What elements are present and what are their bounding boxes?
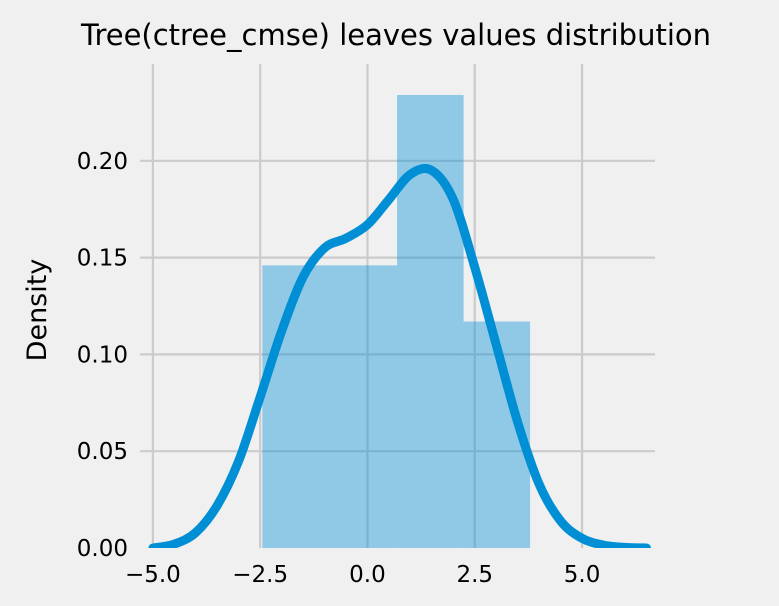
chart-title: Tree(ctree_cmse) leaves values distribut… (80, 18, 711, 52)
kde-curve (148, 164, 651, 548)
x-tick-label: 0.0 (349, 562, 386, 588)
y-tick-label: 0.00 (77, 536, 128, 562)
histogram-bars (262, 94, 531, 548)
y-axis-label: Density (22, 259, 53, 362)
x-tick-label: 2.5 (456, 562, 493, 588)
y-tick-label: 0.10 (77, 342, 128, 368)
y-tick-label: 0.15 (77, 246, 128, 272)
x-tick-label: −2.5 (232, 562, 288, 588)
kde-curve-layer (148, 164, 651, 548)
histogram-bar (262, 265, 398, 548)
x-tick-labels: −5.0 −2.5 0.0 2.5 5.0 (125, 562, 600, 588)
y-tick-label: 0.20 (77, 149, 128, 175)
y-tick-labels: 0.00 0.05 0.10 0.15 0.20 (77, 149, 128, 562)
grid-layer (140, 64, 655, 548)
y-tick-label: 0.05 (77, 439, 128, 465)
x-tick-label: −5.0 (125, 562, 181, 588)
x-tick-label: 5.0 (564, 562, 601, 588)
histogram-bar (397, 94, 464, 548)
